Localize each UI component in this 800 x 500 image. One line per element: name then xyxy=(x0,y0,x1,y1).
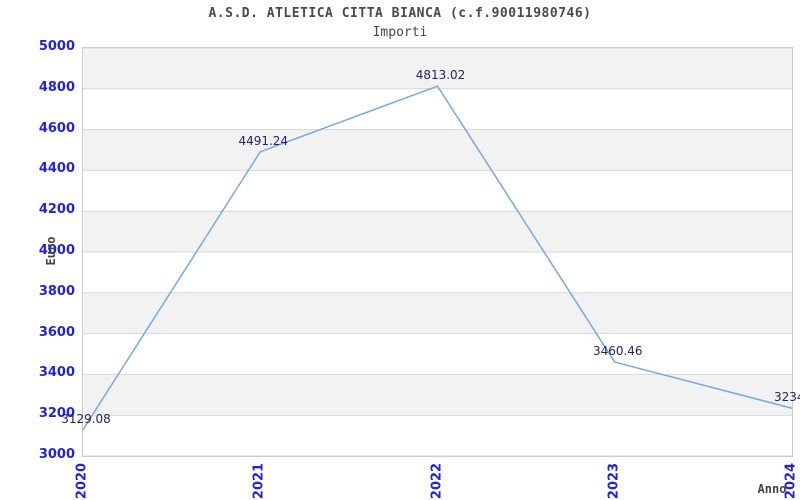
point-value-label: 3460.46 xyxy=(592,344,643,359)
y-tick-label: 4600 xyxy=(38,120,75,136)
chart-title: A.S.D. ATLETICA CITTA BIANCA (c.f.900119… xyxy=(208,6,592,21)
chart-subtitle: Importi xyxy=(372,25,428,40)
y-tick-label: 3400 xyxy=(38,365,75,381)
y-axis-title: Euro xyxy=(44,236,58,266)
point-value-label: 4491.24 xyxy=(238,133,289,148)
y-tick-label: 3800 xyxy=(38,283,75,299)
band-stripe xyxy=(83,374,792,416)
point-value-label: 3129.08 xyxy=(61,411,111,426)
y-tick-label: 4800 xyxy=(38,79,75,95)
y-tick-label: 5000 xyxy=(38,39,75,54)
y-tick-label: 3000 xyxy=(38,447,75,462)
x-tick-label: 2023 xyxy=(606,462,622,500)
band-stripe xyxy=(83,211,792,252)
band-stripe xyxy=(83,48,792,89)
band-stripe xyxy=(83,292,792,334)
plot-area xyxy=(82,47,793,457)
x-tick-label: 2022 xyxy=(429,462,444,500)
line-chart-canvas xyxy=(83,48,792,456)
y-tick-label: 4000 xyxy=(38,243,75,258)
y-tick-label: 3600 xyxy=(38,324,75,340)
point-value-label: 3234.0 xyxy=(774,390,800,405)
x-tick-label: 2020 xyxy=(74,462,90,500)
x-tick-label: 2021 xyxy=(251,462,267,500)
y-tick-label: 4400 xyxy=(38,161,75,177)
data-line xyxy=(83,85,792,431)
point-value-label: 4813.02 xyxy=(415,68,466,83)
band-stripe xyxy=(83,129,792,171)
y-tick-label: 4200 xyxy=(38,202,75,218)
x-axis-title: Anno xyxy=(757,482,787,496)
y-tick-label: 3200 xyxy=(38,406,75,422)
